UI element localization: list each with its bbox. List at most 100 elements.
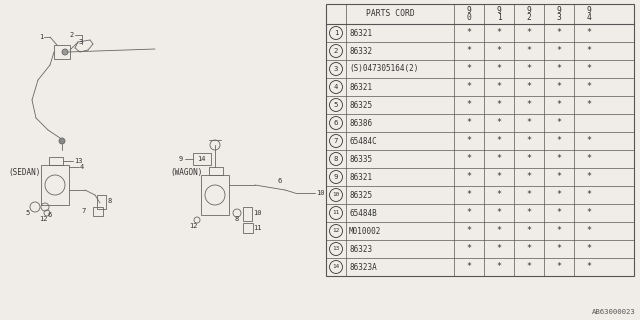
- Text: *: *: [586, 46, 591, 55]
- Text: 8: 8: [235, 216, 239, 222]
- Text: 86335: 86335: [349, 155, 372, 164]
- Text: 9
0: 9 0: [467, 5, 472, 22]
- Text: 11: 11: [332, 211, 340, 215]
- Bar: [243, 207, 252, 221]
- Text: *: *: [527, 100, 531, 109]
- Text: *: *: [557, 118, 561, 127]
- Text: *: *: [497, 28, 502, 37]
- Text: *: *: [527, 244, 531, 253]
- Text: *: *: [557, 46, 561, 55]
- Text: 65484C: 65484C: [349, 137, 377, 146]
- Text: 6: 6: [333, 120, 339, 126]
- Text: 8: 8: [107, 198, 111, 204]
- Text: 86332: 86332: [349, 46, 372, 55]
- Text: *: *: [586, 190, 591, 199]
- Text: *: *: [527, 118, 531, 127]
- Text: M010002: M010002: [349, 227, 381, 236]
- Text: 86321: 86321: [349, 28, 372, 37]
- Text: *: *: [557, 209, 561, 218]
- Text: 65484B: 65484B: [349, 209, 377, 218]
- Text: *: *: [497, 65, 502, 74]
- Text: *: *: [467, 118, 472, 127]
- Text: 9: 9: [333, 174, 339, 180]
- Text: 12: 12: [332, 228, 340, 234]
- Bar: [93, 207, 103, 216]
- Text: *: *: [527, 65, 531, 74]
- Text: *: *: [527, 28, 531, 37]
- Text: (S)047305164(2): (S)047305164(2): [349, 65, 419, 74]
- Text: 10: 10: [253, 210, 262, 216]
- Text: *: *: [557, 83, 561, 92]
- Text: *: *: [586, 172, 591, 181]
- Text: *: *: [467, 46, 472, 55]
- Text: AB63000023: AB63000023: [592, 309, 636, 315]
- Bar: [41, 165, 69, 205]
- Text: *: *: [497, 118, 502, 127]
- Text: 9
4: 9 4: [587, 5, 591, 22]
- Bar: [243, 223, 253, 233]
- Text: *: *: [586, 83, 591, 92]
- Text: 8: 8: [333, 156, 339, 162]
- Text: *: *: [527, 83, 531, 92]
- Bar: [97, 195, 106, 209]
- Text: *: *: [467, 190, 472, 199]
- Text: *: *: [527, 209, 531, 218]
- Text: 1: 1: [333, 30, 339, 36]
- Text: 9
3: 9 3: [557, 5, 561, 22]
- Text: 9
2: 9 2: [527, 5, 531, 22]
- Text: *: *: [586, 227, 591, 236]
- Text: *: *: [557, 137, 561, 146]
- Text: *: *: [497, 190, 502, 199]
- Text: *: *: [527, 46, 531, 55]
- Text: *: *: [557, 262, 561, 271]
- Text: 1: 1: [39, 34, 43, 40]
- Text: 86323: 86323: [349, 244, 372, 253]
- Text: *: *: [467, 83, 472, 92]
- Text: (SEDAN): (SEDAN): [8, 167, 40, 177]
- Text: *: *: [467, 28, 472, 37]
- Text: 3: 3: [79, 39, 83, 45]
- Text: *: *: [497, 244, 502, 253]
- Text: 12: 12: [189, 223, 198, 229]
- Circle shape: [59, 138, 65, 144]
- Text: *: *: [557, 244, 561, 253]
- Text: *: *: [557, 65, 561, 74]
- Bar: [54, 45, 70, 59]
- Bar: [193, 153, 211, 165]
- Text: 13: 13: [74, 158, 83, 164]
- Text: *: *: [586, 100, 591, 109]
- Text: 86386: 86386: [349, 118, 372, 127]
- Text: *: *: [586, 137, 591, 146]
- Text: 86323A: 86323A: [349, 262, 377, 271]
- Text: 13: 13: [332, 246, 340, 252]
- Text: *: *: [467, 155, 472, 164]
- Text: *: *: [467, 262, 472, 271]
- Text: 5: 5: [333, 102, 339, 108]
- Text: 7: 7: [333, 138, 339, 144]
- Text: *: *: [467, 137, 472, 146]
- Text: 3: 3: [333, 66, 339, 72]
- Text: *: *: [527, 227, 531, 236]
- Text: 2: 2: [70, 32, 74, 38]
- Text: 6: 6: [277, 178, 281, 184]
- Text: *: *: [527, 262, 531, 271]
- Text: *: *: [467, 65, 472, 74]
- Text: 6: 6: [47, 212, 51, 218]
- Text: *: *: [586, 155, 591, 164]
- Text: 14: 14: [197, 156, 205, 162]
- Text: *: *: [527, 137, 531, 146]
- Bar: [49, 157, 63, 165]
- Text: 9: 9: [179, 156, 183, 162]
- Text: *: *: [467, 172, 472, 181]
- Text: *: *: [497, 83, 502, 92]
- Text: *: *: [557, 28, 561, 37]
- Text: 2: 2: [333, 48, 339, 54]
- Text: *: *: [497, 209, 502, 218]
- Text: 86325: 86325: [349, 190, 372, 199]
- Text: 11: 11: [253, 225, 262, 231]
- Text: *: *: [557, 100, 561, 109]
- Text: 10: 10: [332, 193, 340, 197]
- Text: 86321: 86321: [349, 172, 372, 181]
- Text: 12: 12: [39, 216, 47, 222]
- Text: 7: 7: [81, 208, 85, 214]
